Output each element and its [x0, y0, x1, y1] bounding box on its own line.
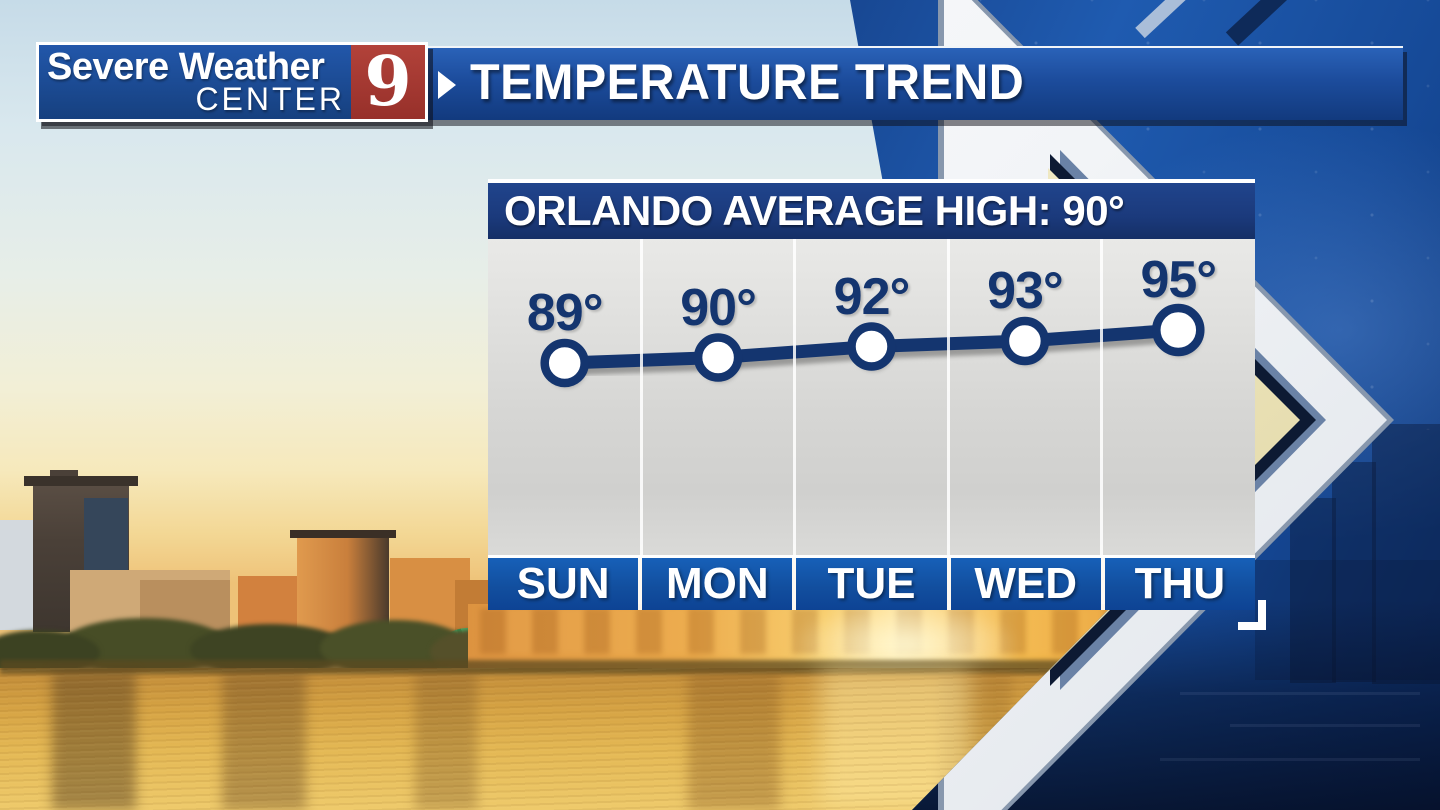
column-separator: [639, 239, 643, 555]
logo-line2: CENTER: [195, 81, 345, 117]
day-label: SUN: [488, 558, 639, 610]
severe-weather-center-9-logo: Severe Weather CENTER 9: [36, 42, 428, 122]
day-label: MON: [642, 558, 793, 610]
logo-line1: Severe Weather: [47, 46, 325, 88]
day-label: TUE: [796, 558, 947, 610]
column-separator: [946, 239, 950, 555]
arrow-right-icon: [438, 71, 456, 99]
temp-label: 92°: [833, 267, 911, 326]
trend-line-svg: [540, 303, 1205, 388]
corner-bracket-icon: [1258, 600, 1266, 630]
channel-9-badge: 9: [351, 45, 425, 119]
column-separator: [793, 239, 797, 555]
day-label: WED: [950, 558, 1101, 610]
temp-label: 90°: [680, 278, 757, 337]
column-separator: [1100, 239, 1104, 555]
temperature-trend-panel: ORLANDO AVERAGE HIGH: 90° 89° 90° 92° 93° 95…: [488, 179, 1255, 610]
corner-bracket-icon: [1238, 622, 1266, 630]
banner-title: TEMPERATURE TREND: [470, 54, 1025, 110]
temp-label: 93°: [987, 262, 1064, 320]
temp-label: 95°: [1140, 251, 1217, 309]
day-row: SUN MON TUE WED THU: [488, 555, 1255, 610]
trend-chart: 89° 90° 92° 93° 95°: [488, 239, 1255, 555]
day-label: THU: [1104, 558, 1255, 610]
chart-title: ORLANDO AVERAGE HIGH: 90°: [488, 183, 1255, 239]
temp-label: 89°: [526, 284, 604, 342]
